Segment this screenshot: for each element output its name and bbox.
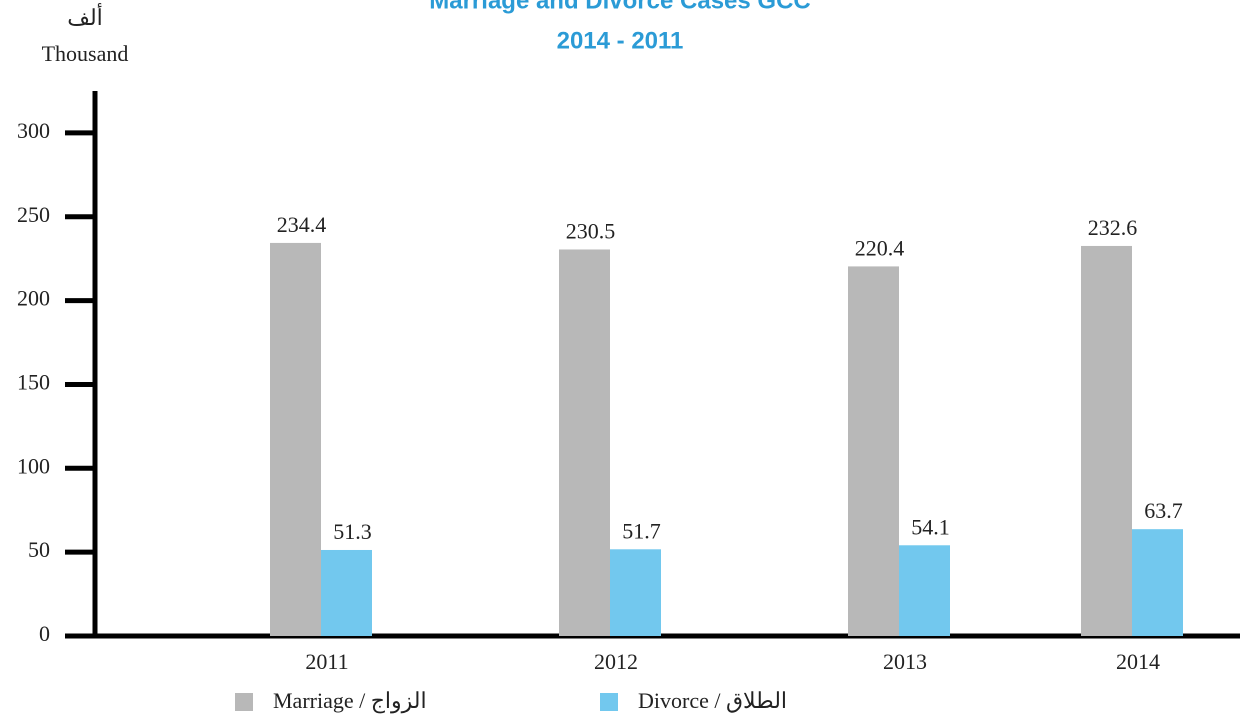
data-label: 220.4: [855, 235, 905, 260]
y-tick-label: 50: [28, 537, 50, 562]
bar: [1132, 529, 1183, 636]
y-tick-label: 100: [17, 453, 50, 478]
y-tick-label: 200: [17, 286, 50, 311]
y-tick-label: 150: [17, 370, 50, 395]
bar: [559, 249, 610, 636]
x-tick-label: 2013: [883, 649, 927, 674]
y-tick-label: 300: [17, 118, 50, 143]
data-label: 230.5: [566, 219, 616, 244]
data-label: 234.4: [277, 212, 327, 237]
y-tick-label: 250: [17, 202, 50, 227]
chart-subtitle: 2014 - 2011: [557, 27, 684, 54]
bar: [610, 549, 661, 636]
legend-label: Divorce / الطلاق: [638, 688, 787, 713]
chart-title: Marriage and Divorce Cases GCC: [429, 0, 810, 14]
data-label: 51.7: [622, 518, 661, 543]
bar: [899, 545, 950, 636]
bar: [270, 242, 321, 636]
y-axis-label: Thousand: [42, 41, 129, 66]
x-tick-label: 2011: [305, 649, 348, 674]
legend-swatch: [600, 693, 618, 711]
data-label: 51.3: [333, 519, 372, 544]
data-label: 54.1: [911, 514, 950, 539]
y-axis-label-ar: ألف: [67, 2, 103, 30]
bar: [848, 266, 899, 636]
bar: [1081, 245, 1132, 636]
legend-label: Marriage / الزواج: [273, 688, 427, 714]
y-tick-label: 0: [39, 621, 50, 646]
bar: [321, 549, 372, 636]
x-tick-label: 2012: [594, 649, 638, 674]
legend-swatch: [235, 693, 253, 711]
data-label: 63.7: [1144, 498, 1183, 523]
data-label: 232.6: [1088, 215, 1138, 240]
x-tick-label: 2014: [1116, 649, 1160, 674]
